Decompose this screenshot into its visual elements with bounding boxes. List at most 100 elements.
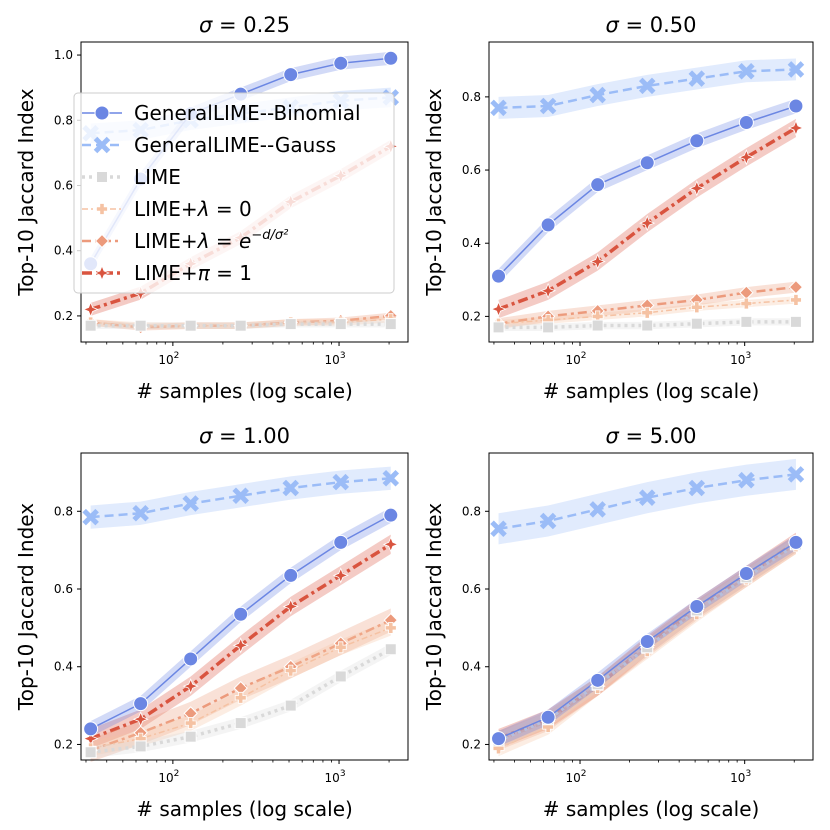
series-0-point-4 [689,133,705,149]
series-1-point-4 [688,479,706,497]
legend-item-4: LIME+λ = e−d/σ² [82,228,288,253]
series-0-point-0 [491,268,507,284]
chart-panel-3: 0.2 0.4 0.6 0.8 102 103 σ = 5.00 # samples (log… [422,424,814,821]
series-3-point-4 [690,301,703,314]
series-1-point-0 [490,99,507,117]
x-tick-label-0: 102 [566,769,587,785]
y-tick-label-0: 0.2 [462,737,481,751]
series-2-point-5 [334,670,347,683]
series-1-point-1 [539,97,557,115]
chart-title: σ = 0.25 [199,13,290,37]
series-5-point-0 [490,300,507,318]
y-tick-label-0: 0.2 [54,309,73,323]
series-band-2 [90,643,391,759]
series-3-point-4 [284,664,297,677]
legend-swatch-marker [93,136,111,154]
series-4-point-6 [788,279,804,295]
series-2-point-0 [84,746,97,759]
series-0-point-5 [738,114,754,130]
x-tick-label-1: 103 [325,769,346,785]
series-2-point-4 [284,318,297,331]
y-tick-label-2: 0.6 [54,582,73,596]
y-tick-label-0: 0.2 [462,309,481,323]
y-tick-label-3: 0.8 [54,504,73,518]
y-tick-label-3: 0.8 [462,504,481,518]
series-1-point-4 [688,70,706,87]
series-3-point-3 [641,306,654,319]
x-axis-label: # samples (log scale) [136,379,353,403]
series-2-point-1 [134,740,147,753]
series-2-point-3 [234,319,247,332]
legend-label: LIME [134,165,181,189]
series-band-0 [498,98,796,284]
legend-swatch-marker [93,264,111,282]
series-2-point-4 [690,317,703,330]
legend-item-2: LIME [82,165,181,189]
series-1-point-6 [787,61,805,78]
series-0-point-3 [639,633,655,649]
series-1-point-5 [738,63,755,80]
series-line-0 [498,105,797,277]
legend-swatch-marker [94,233,110,249]
series-2-point-1 [134,319,147,332]
series-5-point-4 [688,180,705,197]
y-tick-label-1: 0.4 [462,236,481,250]
series-0-point-2 [183,651,199,667]
series-1-point-3 [638,489,656,506]
series-1-point-2 [589,501,606,518]
series-2-point-6 [384,318,397,331]
series-1-point-3 [638,77,656,95]
x-tick-label-0: 102 [566,351,587,367]
chart-panel-2: 0.2 0.4 0.6 0.8 102 103 σ = 1.00 # samples (log… [14,424,409,821]
y-axis-label: Top-10 Jaccard Index [14,503,38,711]
chart-title: σ = 1.00 [199,424,290,448]
series-0-point-4 [689,599,705,614]
series-5-point-5 [738,149,755,166]
series-1-point-4 [282,479,299,497]
series-band-3 [90,620,391,757]
y-tick-label-4: 1.0 [54,48,73,62]
legend-label: LIME+π = 1 [134,261,252,285]
series-2-point-3 [234,717,247,730]
series-1-point-5 [332,473,350,491]
series-0-point-5 [333,55,349,71]
series-0-point-3 [639,155,655,171]
series-1-point-2 [589,86,606,104]
legend-label: GeneralLIME--Binomial [134,101,361,125]
legend-item-1: GeneralLIME--Gauss [82,133,336,157]
y-tick-label-1: 0.4 [462,660,481,674]
y-tick-label-3: 0.8 [462,90,481,104]
series-1-point-1 [539,512,557,530]
series-3-point-5 [740,297,753,310]
chart-title: σ = 0.50 [605,13,696,37]
series-2-point-6 [789,315,802,328]
legend-swatch-marker [94,105,110,121]
legend-swatch-marker [96,203,108,215]
series-1-point-6 [787,466,805,483]
axes-frame [488,452,814,761]
legend: GeneralLIME--Binomial GeneralLIME--Gauss L… [73,92,395,294]
series-2-point-3 [641,319,654,332]
series-3-point-6 [384,621,397,634]
series-5-point-3 [639,215,656,232]
chart-title: σ = 5.00 [605,424,696,448]
series-5-point-5 [332,567,349,584]
series-0-point-4 [283,67,299,83]
series-5-point-2 [589,253,606,270]
series-1-point-6 [382,469,400,487]
y-tick-label-2: 0.6 [462,582,481,596]
series-1-point-5 [738,471,755,489]
series-3-point-6 [790,294,802,306]
series-0-point-6 [383,507,399,523]
series-5-point-1 [540,282,557,299]
y-tick-label-2: 0.6 [54,178,73,192]
series-5-point-3 [232,637,249,654]
legend-item-0: GeneralLIME--Binomial [82,101,361,125]
series-2-point-6 [384,643,397,656]
series-0-point-6 [383,50,399,66]
axes-frame [488,41,814,343]
series-2-point-2 [184,319,197,332]
series-1-point-0 [490,520,507,538]
x-tick-label-0: 102 [158,351,179,367]
series-5-point-6 [787,119,805,137]
